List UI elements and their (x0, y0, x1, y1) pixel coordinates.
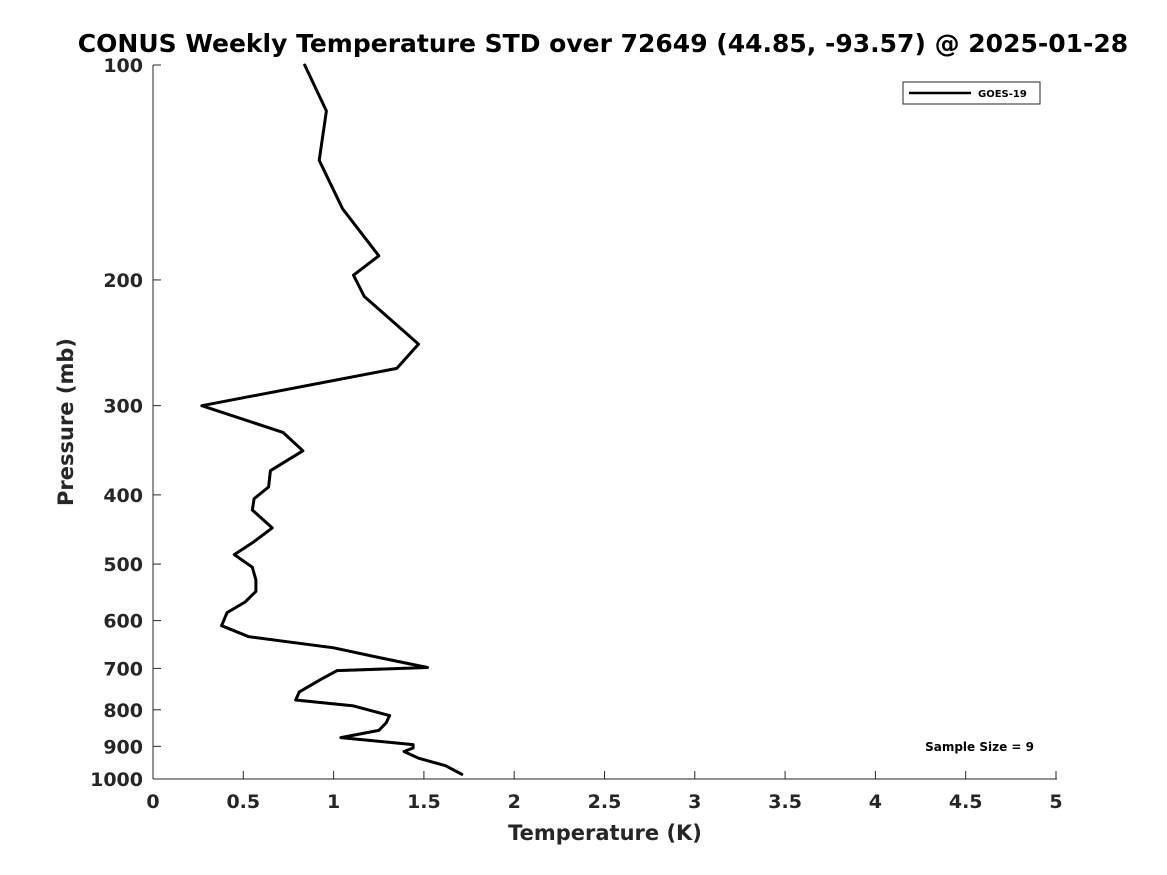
y-tick-label: 600 (103, 611, 143, 633)
x-tick-label: 0.5 (226, 791, 260, 813)
chart-title: CONUS Weekly Temperature STD over 72649 … (78, 29, 1128, 58)
x-tick-label: 3 (688, 791, 701, 813)
y-tick-label: 900 (103, 736, 143, 758)
y-axis-ticks: 100 200 300 400 500 600 700 800 900 1000 (90, 55, 161, 791)
x-tick-label: 1.5 (407, 791, 441, 813)
y-tick-label: 100 (103, 55, 143, 77)
x-tick-label: 2 (508, 791, 521, 813)
x-tick-label: 5 (1049, 791, 1062, 813)
legend-box (902, 81, 1041, 105)
series-line-goes-19 (200, 63, 464, 776)
y-tick-label: 800 (103, 700, 143, 722)
x-axis-label: Temperature (K) (508, 821, 702, 845)
y-tick-label: 500 (103, 554, 143, 576)
x-tick-label: 4.5 (949, 791, 983, 813)
y-tick-label: 200 (103, 270, 143, 292)
sample-size-annotation: Sample Size = 9 (925, 740, 1034, 754)
x-axis-ticks: 0 0.5 1 1.5 2 2.5 3 3.5 4 4.5 5 (146, 771, 1063, 813)
x-tick-label: 0 (146, 791, 159, 813)
x-tick-label: 3.5 (768, 791, 802, 813)
x-tick-label: 1 (327, 791, 340, 813)
legend-entry-goes-19: GOES-19 (978, 89, 1027, 100)
x-tick-label: 4 (869, 791, 882, 813)
y-axis-label: Pressure (mb) (54, 338, 78, 506)
x-tick-label: 2.5 (588, 791, 622, 813)
legend: GOES-19 (902, 81, 1041, 105)
y-tick-label: 700 (103, 658, 143, 680)
y-tick-label: 400 (103, 485, 143, 507)
y-tick-label: 1000 (90, 769, 143, 791)
y-tick-label: 300 (103, 396, 143, 418)
series-layer (200, 63, 464, 776)
